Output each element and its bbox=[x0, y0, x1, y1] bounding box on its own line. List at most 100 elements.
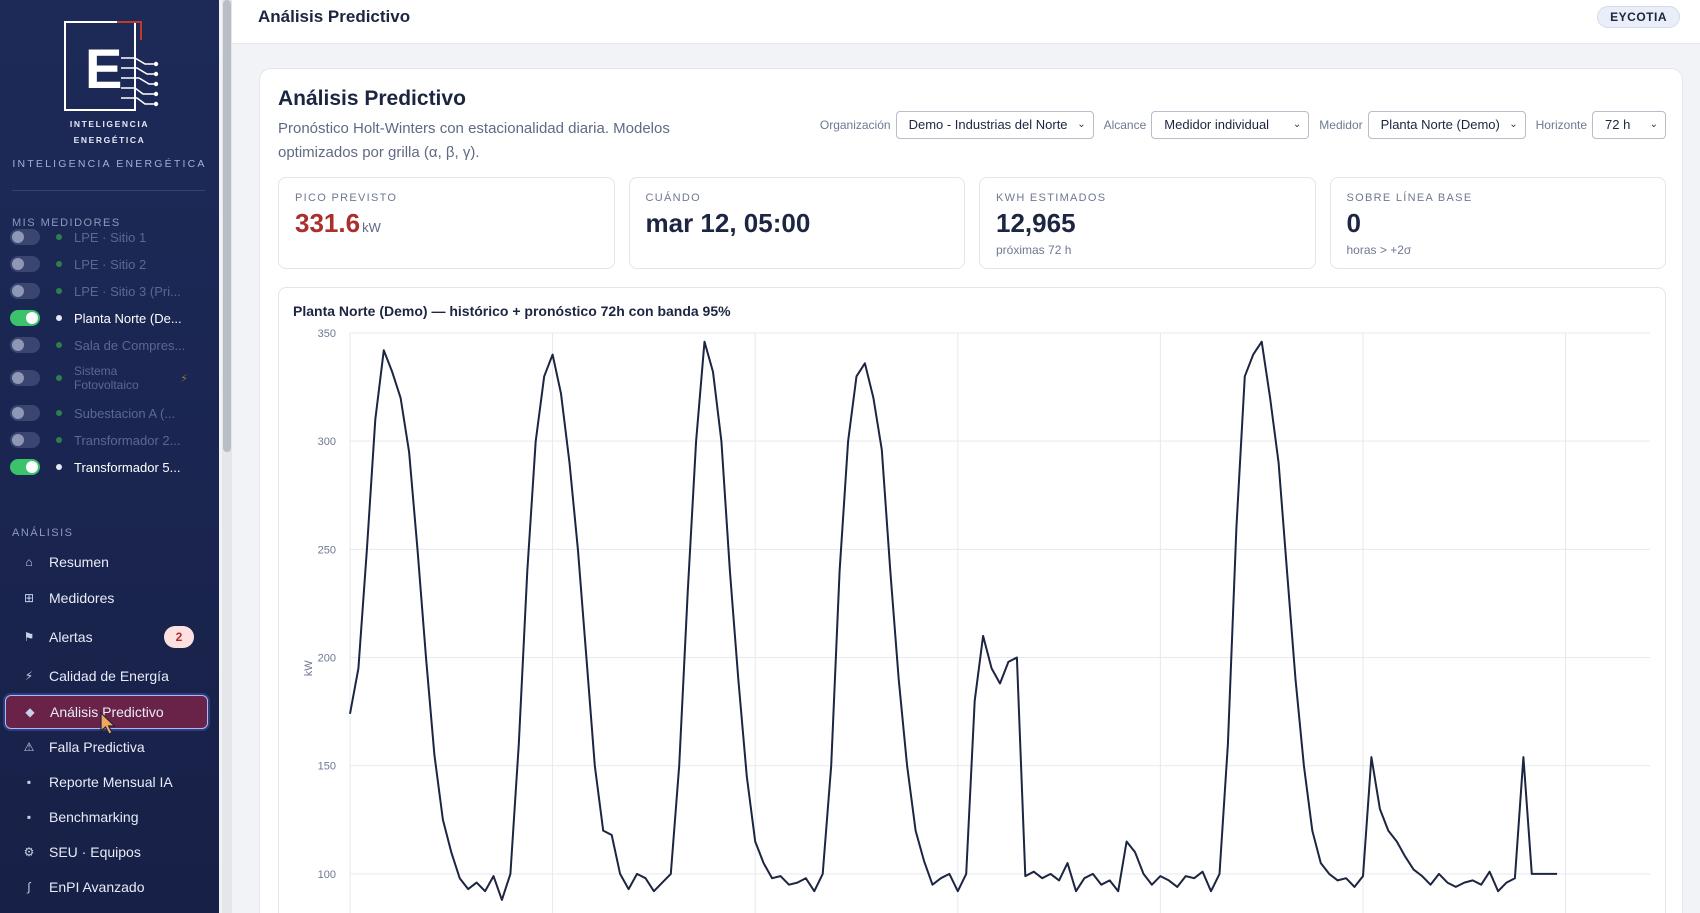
top-bar: Análisis Predictivo EYCOTIA bbox=[232, 0, 1700, 44]
kpi-kwh-sub: próximas 72 h bbox=[996, 243, 1072, 257]
meter-toggle[interactable] bbox=[10, 310, 40, 326]
y-tick-label: 300 bbox=[318, 436, 336, 448]
kpi-when: CUÁNDO mar 12, 05:00 bbox=[628, 177, 965, 269]
grid-icon: ⊞ bbox=[23, 591, 35, 605]
bolt-icon: ⚡ bbox=[24, 669, 34, 683]
kpi-kwh-label: KWH ESTIMADOS bbox=[996, 192, 1107, 204]
chevron-down-icon: ⌄ bbox=[1509, 119, 1518, 130]
status-dot-icon bbox=[56, 315, 62, 321]
kpi-baseline: SOBRE LÍNEA BASE 0 horas > +2σ bbox=[1329, 177, 1666, 269]
gear-icon: ⚙ bbox=[23, 845, 35, 859]
kpi-peak-value: 331.6 bbox=[295, 208, 361, 238]
y-tick-label: 100 bbox=[318, 869, 336, 881]
meter-toggle[interactable] bbox=[10, 432, 40, 448]
status-dot-icon bbox=[56, 410, 62, 416]
status-dot-icon bbox=[56, 261, 62, 267]
nav-item-label: EnPI Avanzado bbox=[49, 879, 145, 895]
org-filter-label: Organización bbox=[819, 118, 891, 132]
y-tick-label: 150 bbox=[318, 761, 336, 773]
history-series-line bbox=[349, 340, 1558, 901]
toggle-knob bbox=[12, 285, 24, 297]
toggle-knob bbox=[12, 258, 24, 270]
meter-toggle[interactable] bbox=[10, 337, 40, 353]
analysis-section-title: ANÁLISIS bbox=[12, 527, 74, 539]
meter-label: LPE · Sitio 3 (Pri... bbox=[74, 283, 181, 299]
logo-icon: E bbox=[63, 21, 158, 111]
section-description: Pronóstico Holt-Winters con estacionalid… bbox=[278, 120, 670, 161]
nav-item[interactable]: ⚑ Alertas 2 bbox=[5, 620, 208, 654]
y-tick-label: 200 bbox=[318, 653, 336, 665]
status-dot-icon bbox=[56, 288, 62, 294]
scrollbar-thumb[interactable] bbox=[223, 0, 231, 452]
forecast-chart: 100 150 200 250 300 350 kW bbox=[279, 288, 1650, 913]
alerts-count-badge: 2 bbox=[164, 626, 194, 648]
meter-item[interactable]: Sala de Compres... bbox=[10, 332, 210, 358]
nav-item[interactable]: ⚠ Falla Predictiva bbox=[5, 730, 208, 764]
scope-select[interactable]: Medidor individual ⌄ bbox=[1151, 111, 1310, 139]
meter-label: Subestacion A (... bbox=[74, 405, 176, 421]
solar-bolt-icon: ⚡ bbox=[180, 372, 188, 385]
meter-select-value: Planta Norte (Demo) bbox=[1380, 117, 1500, 132]
svg-text:E: E bbox=[85, 37, 122, 100]
kpi-peak-label: PICO PREVISTO bbox=[295, 192, 398, 204]
org-badge[interactable]: EYCOTIA bbox=[1597, 6, 1680, 28]
meter-toggle[interactable] bbox=[10, 229, 40, 245]
filters-bar: Organización Demo - Industrias del Norte… bbox=[810, 111, 1666, 139]
kpi-kwh: KWH ESTIMADOS 12,965 próximas 72 h bbox=[979, 177, 1316, 269]
kpi-peak-unit: kW bbox=[362, 220, 381, 235]
nav-item-label: Medidores bbox=[49, 590, 115, 606]
scope-filter-label: Alcance bbox=[1103, 118, 1147, 132]
y-tick-label: 350 bbox=[318, 328, 336, 340]
nav-item[interactable]: ▪ Benchmarking bbox=[5, 800, 208, 834]
flag-icon: ⚑ bbox=[23, 630, 35, 644]
status-dot-icon bbox=[56, 464, 62, 470]
toggle-knob bbox=[12, 434, 24, 446]
chevron-down-icon: ⌄ bbox=[1292, 119, 1302, 130]
brand-tagline: INTELIGENCIA ENERGÉTICA bbox=[12, 158, 207, 170]
meter-item[interactable]: Transformador 5... bbox=[10, 454, 210, 480]
meter-toggle[interactable] bbox=[10, 256, 40, 272]
nav-item[interactable]: ∫ EnPI Avanzado bbox=[5, 870, 208, 904]
kpi-row: PICO PREVISTO 331.6 kW CUÁNDO mar 12, 05:… bbox=[278, 177, 1666, 269]
meter-item[interactable]: LPE · Sitio 1 bbox=[10, 224, 210, 250]
kpi-baseline-sub: horas > +2σ bbox=[1346, 243, 1412, 257]
toggle-knob bbox=[26, 461, 38, 473]
meter-item[interactable]: Subestacion A (... bbox=[10, 400, 210, 426]
status-dot-icon bbox=[56, 375, 62, 381]
meter-toggle[interactable] bbox=[10, 405, 40, 421]
meter-toggle[interactable] bbox=[10, 370, 40, 386]
nav-item[interactable]: ⚡ Calidad de Energía bbox=[5, 659, 208, 693]
benchmark-icon: ▪ bbox=[26, 810, 32, 824]
meter-toggle[interactable] bbox=[10, 459, 40, 475]
nav-item[interactable]: ▪ Reporte Mensual IA bbox=[5, 765, 208, 799]
nav-item[interactable]: ⌂ Resumen bbox=[5, 545, 208, 579]
nav-item-label: SEU · Equipos bbox=[49, 844, 141, 860]
horizon-select[interactable]: 72 h ⌄ bbox=[1592, 111, 1666, 139]
meter-item[interactable]: LPE · Sitio 2 bbox=[10, 251, 210, 277]
meter-select[interactable]: Planta Norte (Demo) ⌄ bbox=[1367, 111, 1526, 139]
kpi-when-value: mar 12, 05:00 bbox=[645, 208, 811, 238]
nav-item-label: Análisis Predictivo bbox=[50, 704, 164, 720]
nav-item[interactable]: ⚙ SEU · Equipos bbox=[5, 835, 208, 869]
org-select[interactable]: Demo - Industrias del Norte ⌄ bbox=[895, 111, 1094, 139]
meter-item[interactable]: Transformador 2... bbox=[10, 427, 210, 453]
meter-item[interactable]: Planta Norte (De... bbox=[10, 305, 210, 331]
sidebar-scrollbar[interactable] bbox=[222, 0, 232, 913]
nav-item[interactable]: ⊞ Medidores bbox=[5, 581, 208, 615]
status-dot-icon bbox=[56, 234, 62, 240]
kpi-baseline-value: 0 bbox=[1346, 208, 1361, 238]
meter-item[interactable]: Sistema Fotovoltaico ⚡ bbox=[10, 364, 210, 392]
nav-item-label: Falla Predictiva bbox=[49, 739, 145, 755]
meter-toggle[interactable] bbox=[10, 283, 40, 299]
toggle-knob bbox=[12, 407, 24, 419]
meter-filter-label: Medidor bbox=[1319, 118, 1363, 132]
toggle-knob bbox=[12, 339, 24, 351]
meter-label: Planta Norte (De... bbox=[74, 310, 182, 326]
report-icon: ▪ bbox=[26, 775, 32, 789]
predictive-card: Análisis Predictivo Pronóstico Holt-Wint… bbox=[259, 68, 1683, 913]
meters-section-title: MIS MEDIDORES bbox=[12, 217, 121, 229]
status-dot-icon bbox=[56, 437, 62, 443]
chevron-down-icon: ⌄ bbox=[1649, 119, 1658, 130]
brand: E INTELIGENCIA ENERGÉTICA INT bbox=[0, 18, 219, 170]
meter-item[interactable]: LPE · Sitio 3 (Pri... bbox=[10, 278, 210, 304]
